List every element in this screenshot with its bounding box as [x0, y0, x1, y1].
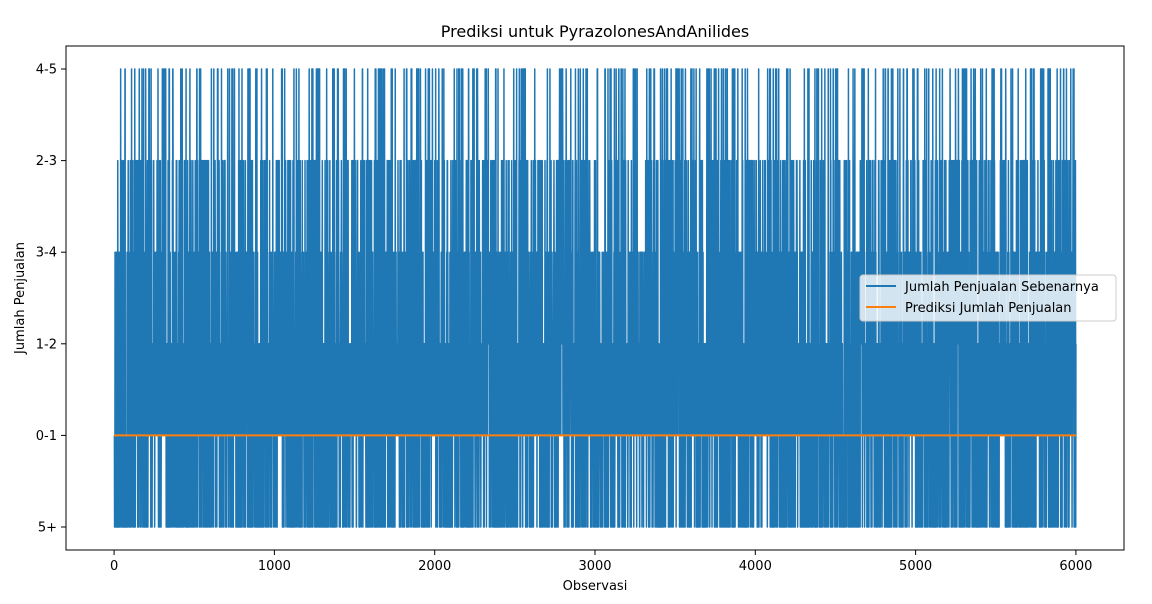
plot-area — [113, 68, 1077, 528]
y-tick-label: 3-4 — [36, 246, 57, 261]
y-tick-label: 0-1 — [36, 429, 57, 444]
y-axis-label: Jumlah Penjualan — [13, 242, 28, 355]
y-tick-label: 4-5 — [36, 63, 57, 78]
y-tick-label: 1-2 — [36, 337, 57, 352]
x-tick-label: 5000 — [899, 559, 932, 574]
legend: Jumlah Penjualan Sebenarnya Prediksi Jum… — [859, 274, 1117, 322]
x-axis-label: Observasi — [563, 579, 628, 594]
y-tick-label: 2-3 — [36, 154, 57, 169]
x-tick-label: 2000 — [418, 559, 451, 574]
legend-frame — [859, 274, 1117, 322]
legend-label-prediction: Prediksi Jumlah Penjualan — [905, 301, 1072, 316]
y-axis: 5+ 0-1 1-2 3-4 2-3 4-5 — [36, 63, 66, 536]
x-tick-label: 1000 — [258, 559, 291, 574]
x-tick-label: 4000 — [739, 559, 772, 574]
chart-title: Prediksi untuk PyrazolonesAndAnilides — [441, 22, 749, 41]
x-tick-label: 3000 — [578, 559, 611, 574]
x-tick-label: 6000 — [1059, 559, 1092, 574]
y-tick-label: 5+ — [38, 521, 57, 536]
x-tick-label: 0 — [110, 559, 118, 574]
legend-label-actual: Jumlah Penjualan Sebenarnya — [904, 280, 1099, 295]
x-axis: 0 1000 2000 3000 4000 5000 6000 — [110, 550, 1092, 574]
